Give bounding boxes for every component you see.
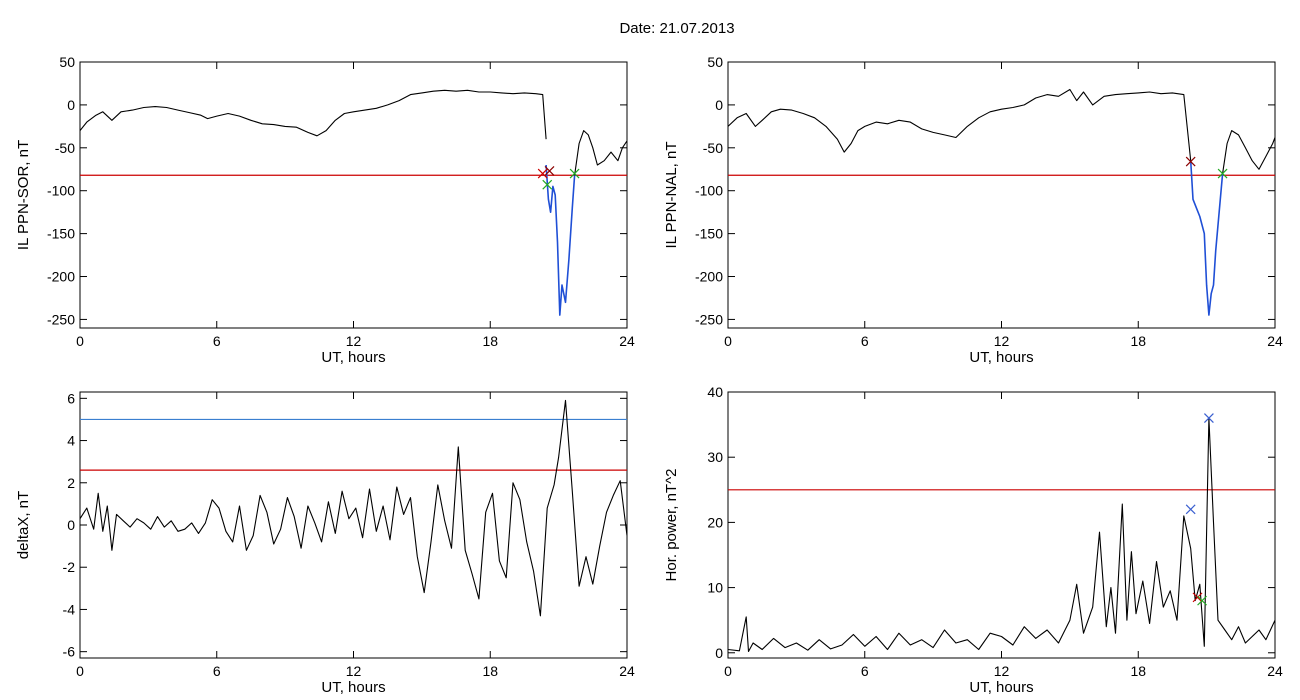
x-axis-label: UT, hours [969,679,1033,696]
y-tick-label: 0 [67,517,75,533]
series-line [545,164,576,316]
data-marker [1197,595,1207,606]
plot-area [728,413,1275,653]
y-tick-label: 4 [67,433,75,449]
x-tick-label: 24 [1267,663,1283,679]
data-marker [1203,413,1214,424]
x-tick-label: 6 [213,663,221,679]
x-tick-label: 0 [724,663,732,679]
panel-bottom-left: 0 6 12 18 24 6 4 2 0 -2 -4 -6 UT, hours deltaX, nT [15,390,635,696]
x-axis-label: UT, hours [321,679,385,696]
data-marker [569,168,580,179]
y-tick-label: -100 [47,183,75,199]
x-tick-label: 18 [1130,333,1146,349]
y-tick-label: 2 [67,475,75,491]
plot-area [728,88,1275,316]
y-tick-label: -150 [695,226,723,242]
y-axis-label: IL PPN-SOR, nT [15,140,32,250]
y-tick-label: -250 [695,311,723,327]
data-marker [1217,168,1228,179]
series-line [1189,160,1224,316]
x-tick-label: 18 [482,663,498,679]
panel-top-left: 0 6 12 18 24 50 0 -50 -100 -150 -200 -250 UT, hours I… [15,54,635,366]
data-marker [1185,156,1196,167]
y-tick-label: 0 [67,97,75,113]
y-axis-label: deltaX, nT [15,491,32,559]
panel-bottom-right: 0 6 12 18 24 40 30 20 10 0 UT, hours Hor. power, nT… [663,384,1283,696]
y-tick-label: -50 [703,140,723,156]
x-axis-label: UT, hours [321,349,385,366]
data-marker [1192,592,1203,603]
data-marker [1185,504,1196,515]
y-tick-label: -2 [63,559,76,575]
data-marker [544,166,555,176]
y-tick-label: 20 [707,514,723,530]
y-tick-label: -100 [695,183,723,199]
x-tick-label: 24 [619,663,635,679]
series-line [728,88,1192,161]
x-axis-label: UT, hours [969,349,1033,366]
y-tick-label: 6 [67,390,75,406]
y-tick-label: 10 [707,580,723,596]
x-tick-label: 6 [213,333,221,349]
plot-area [80,89,627,316]
x-tick-label: 24 [1267,333,1283,349]
series-line [1222,130,1275,174]
series-line [80,399,627,617]
y-tick-label: -4 [63,601,76,617]
x-tick-label: 0 [724,333,732,349]
x-tick-label: 12 [994,663,1010,679]
x-tick-label: 0 [76,663,84,679]
plot-frame [79,61,628,329]
y-tick-label: 0 [715,97,723,113]
figure-title: Date: 21.07.2013 [619,20,734,37]
y-axis-label: IL PPN-NAL, nT [663,142,680,249]
x-tick-label: 24 [619,333,635,349]
y-tick-label: 30 [707,449,723,465]
x-tick-label: 0 [76,333,84,349]
x-tick-label: 12 [994,333,1010,349]
y-tick-label: -6 [63,644,76,660]
y-tick-label: -200 [47,269,75,285]
x-tick-label: 18 [482,333,498,349]
y-tick-label: 50 [59,54,75,70]
x-tick-label: 18 [1130,663,1146,679]
y-tick-label: -50 [55,140,75,156]
y-axis-label: Hor. power, nT^2 [663,469,680,582]
y-tick-label: 40 [707,384,723,400]
series-line [574,130,627,176]
data-marker [537,168,548,179]
series-line [728,417,1275,653]
y-tick-label: -200 [695,269,723,285]
y-tick-label: 50 [707,54,723,70]
x-tick-label: 6 [861,333,869,349]
x-tick-label: 6 [861,663,869,679]
plot-frame [727,391,1276,659]
x-tick-label: 12 [346,663,362,679]
data-marker [542,179,553,190]
y-tick-label: -250 [47,311,75,327]
panel-top-right: 0 6 12 18 24 50 0 -50 -100 -150 -200 -250 UT, hours I… [663,54,1283,366]
plot-area [80,399,627,617]
series-line [80,89,547,140]
y-tick-label: 0 [715,645,723,661]
y-tick-label: -150 [47,226,75,242]
x-tick-label: 12 [346,333,362,349]
plot-frame [79,391,628,659]
